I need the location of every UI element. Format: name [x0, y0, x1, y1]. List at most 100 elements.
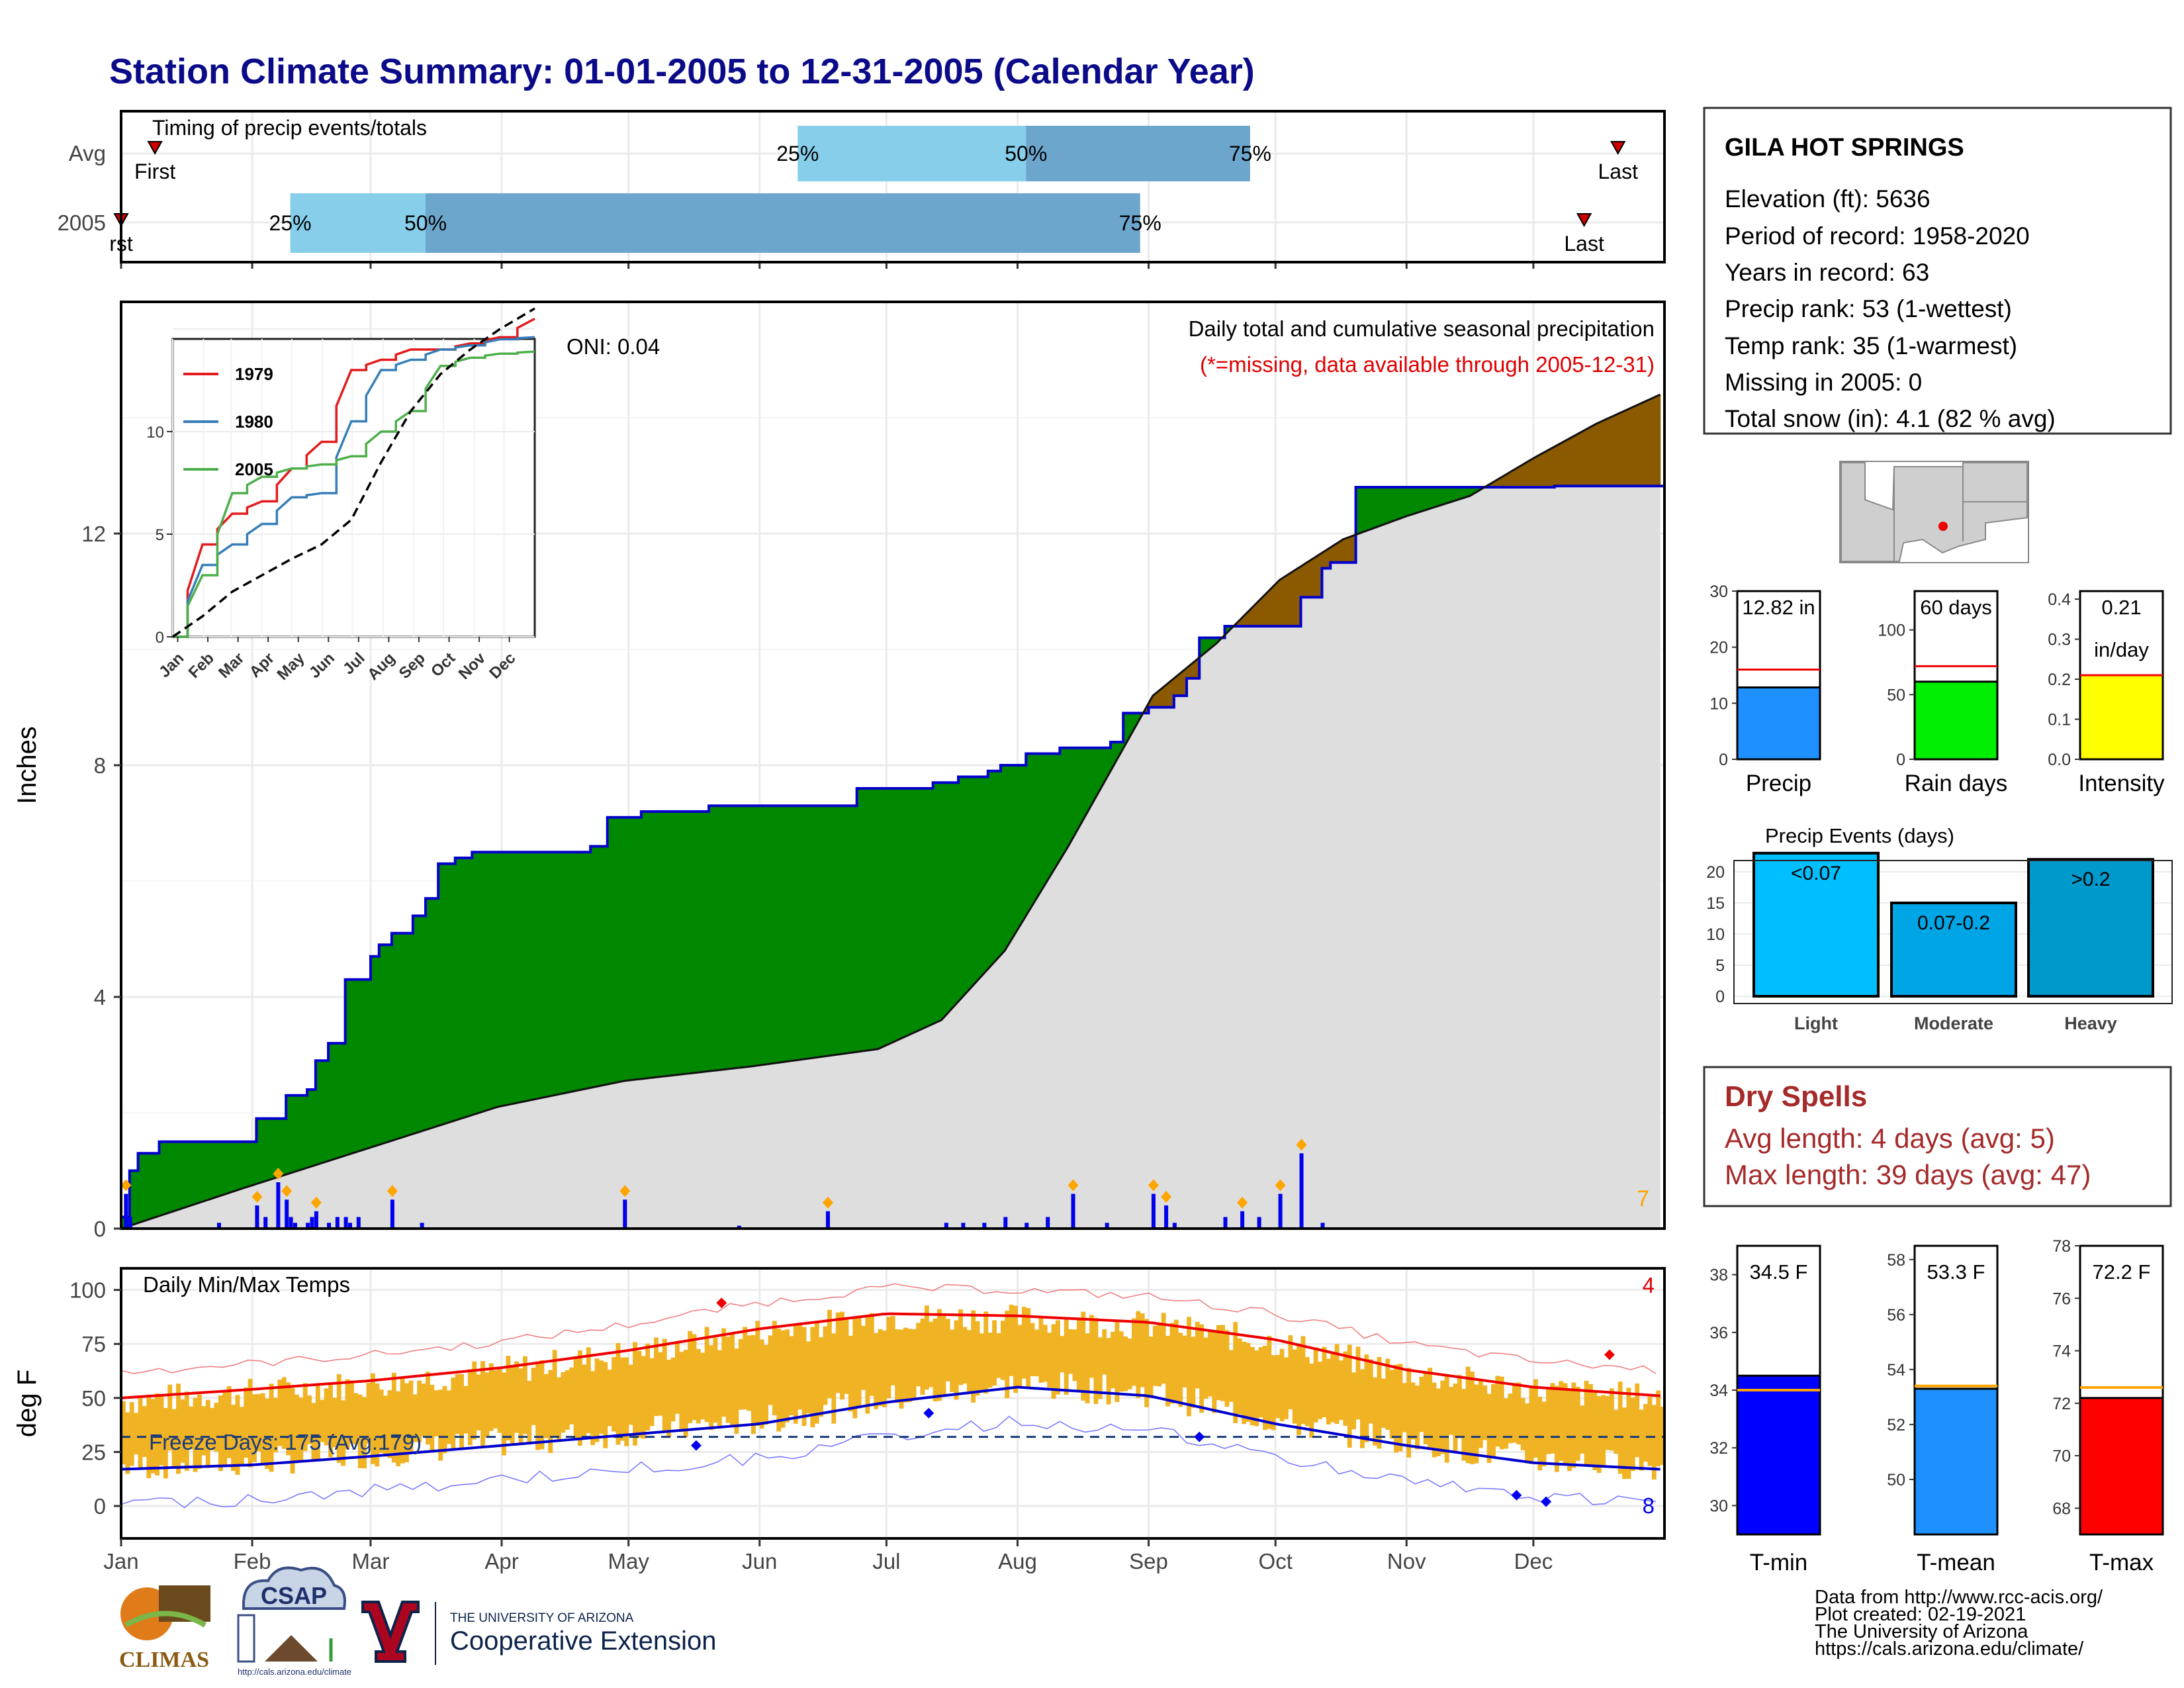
daily-temp-range-bar — [852, 1317, 858, 1419]
daily-temp-range-bar — [159, 1396, 164, 1466]
daily-temp-range-bar — [1152, 1325, 1158, 1386]
daily-temp-range-bar — [433, 1390, 439, 1437]
above-average-area — [696, 812, 701, 1073]
daily-temp-range-bar — [899, 1329, 904, 1409]
daily-temp-range-bar — [1474, 1384, 1479, 1464]
daily-temp-range-bar — [1656, 1390, 1661, 1466]
daily-precip-bar — [982, 1223, 987, 1229]
timing-title: Timing of precip events/totals — [152, 116, 427, 140]
above-average-area — [950, 782, 955, 1011]
daily-temp-range-bar — [273, 1397, 278, 1452]
average-min-line — [120, 1385, 1661, 1471]
temp-bar-tick-label: 56 — [1887, 1306, 1905, 1325]
daily-temp-range-bar — [933, 1318, 938, 1402]
csap-graph-icon — [237, 1614, 255, 1663]
daily-temp-range-bar — [565, 1370, 570, 1430]
precip-corner-count: 7 — [1637, 1186, 1649, 1211]
daily-temp-range-bar — [1419, 1376, 1424, 1432]
above-average-area — [1000, 765, 1005, 955]
daily-temp-range-bar — [856, 1316, 862, 1409]
timing-bar-50-75 — [1026, 126, 1250, 181]
daily-temp-range-bar — [1118, 1331, 1124, 1392]
daily-temp-range-bar — [814, 1321, 819, 1424]
daily-temp-range-bar — [336, 1374, 341, 1463]
above-average-area — [920, 788, 925, 1030]
above-average-area — [433, 898, 439, 1127]
daily-temp-range-bar — [121, 1401, 126, 1465]
daily-temp-range-bar — [451, 1378, 456, 1451]
daily-temp-range-bar — [683, 1350, 688, 1438]
mini-bar-value — [2079, 674, 2164, 761]
daily-temp-range-bar — [1258, 1347, 1263, 1418]
precip-daily-bars — [120, 1139, 1325, 1229]
above-average-area — [1064, 747, 1069, 853]
below-average-area — [1592, 423, 1598, 487]
above-average-area — [856, 788, 862, 1053]
daily-temp-range-bar — [362, 1397, 367, 1469]
daily-precip-bar — [356, 1217, 361, 1229]
above-average-area — [624, 817, 629, 1081]
above-average-area — [311, 1090, 316, 1167]
below-average-area — [1347, 536, 1352, 563]
precip-y-tick-label: 0 — [94, 1217, 106, 1241]
daily-temp-range-bar — [421, 1383, 426, 1436]
daily-temp-range-bar — [861, 1325, 866, 1390]
daily-temp-range-bar — [1161, 1313, 1166, 1384]
mini-bar-value-text: 0.21 — [2101, 596, 2141, 619]
daily-temp-range-bar — [966, 1330, 972, 1391]
above-average-area — [582, 852, 587, 1090]
above-average-area — [662, 812, 667, 1077]
daily-temp-range-bar — [1334, 1344, 1340, 1425]
daily-temp-range-bar — [1440, 1380, 1445, 1454]
temp-bar-tick-label: 74 — [2052, 1342, 2071, 1361]
daily-temp-range-bar — [138, 1397, 143, 1469]
above-average-area — [417, 915, 422, 1133]
below-average-area — [1258, 596, 1263, 626]
above-average-area — [806, 806, 811, 1059]
events-bar-heavy — [2027, 858, 2154, 998]
above-average-area — [1359, 487, 1365, 534]
above-average-area — [861, 788, 866, 1052]
daily-temp-range-bar — [823, 1326, 828, 1405]
above-average-area — [218, 1141, 223, 1197]
temp-bar-value — [1736, 1374, 1821, 1536]
daily-precip-bar — [1151, 1194, 1156, 1229]
daily-temp-range-bar — [142, 1406, 147, 1458]
below-average-area — [1537, 453, 1543, 487]
temp-y-tick-label: 0 — [94, 1494, 106, 1519]
daily-temp-range-bar — [1026, 1308, 1031, 1387]
daily-temp-range-bar — [527, 1380, 532, 1444]
daily-temp-range-bar — [666, 1360, 672, 1438]
daily-temp-range-bar — [1330, 1352, 1336, 1423]
above-average-area — [1097, 747, 1103, 794]
ua-logo: THE UNIVERSITY OF ARIZONA Cooperative Ex… — [361, 1601, 716, 1665]
above-average-area — [780, 806, 786, 1062]
above-average-area — [1038, 753, 1044, 895]
daily-temp-range-bar — [1486, 1393, 1492, 1463]
below-average-area — [1334, 541, 1340, 563]
daily-temp-range-bar — [1592, 1390, 1598, 1470]
above-average-area — [869, 788, 874, 1051]
above-average-area — [1042, 753, 1048, 888]
above-average-area — [412, 915, 418, 1135]
daily-temp-range-bar — [1635, 1383, 1640, 1458]
mini-bar-tick-label: 0.4 — [2048, 590, 2071, 609]
below-average-area — [1304, 561, 1310, 598]
mini-bar-value-text: 12.82 in — [1742, 596, 1815, 619]
above-average-area — [785, 806, 790, 1062]
temp-plot-border — [120, 1267, 1666, 1540]
daily-temp-range-bar — [1173, 1319, 1179, 1403]
mini-bar-label: Rain days — [1905, 771, 2008, 796]
daily-temp-range-bar — [869, 1313, 874, 1396]
above-average-area — [1005, 765, 1010, 951]
above-average-area — [467, 858, 473, 1117]
mini-bar-tick-label: 50 — [1887, 686, 1905, 704]
inset-series-line — [173, 336, 535, 638]
daily-temp-range-bar — [1326, 1358, 1331, 1425]
events-bars: <0.07 Light 0.07-0.2 Moderate >0.2 Heavy — [1752, 851, 2154, 1033]
dry-box-frame — [1703, 1066, 2172, 1207]
daily-temp-range-bar — [1596, 1396, 1602, 1474]
daily-temp-range-bar — [941, 1314, 946, 1395]
precip-y-tick-label: 4 — [94, 985, 106, 1009]
